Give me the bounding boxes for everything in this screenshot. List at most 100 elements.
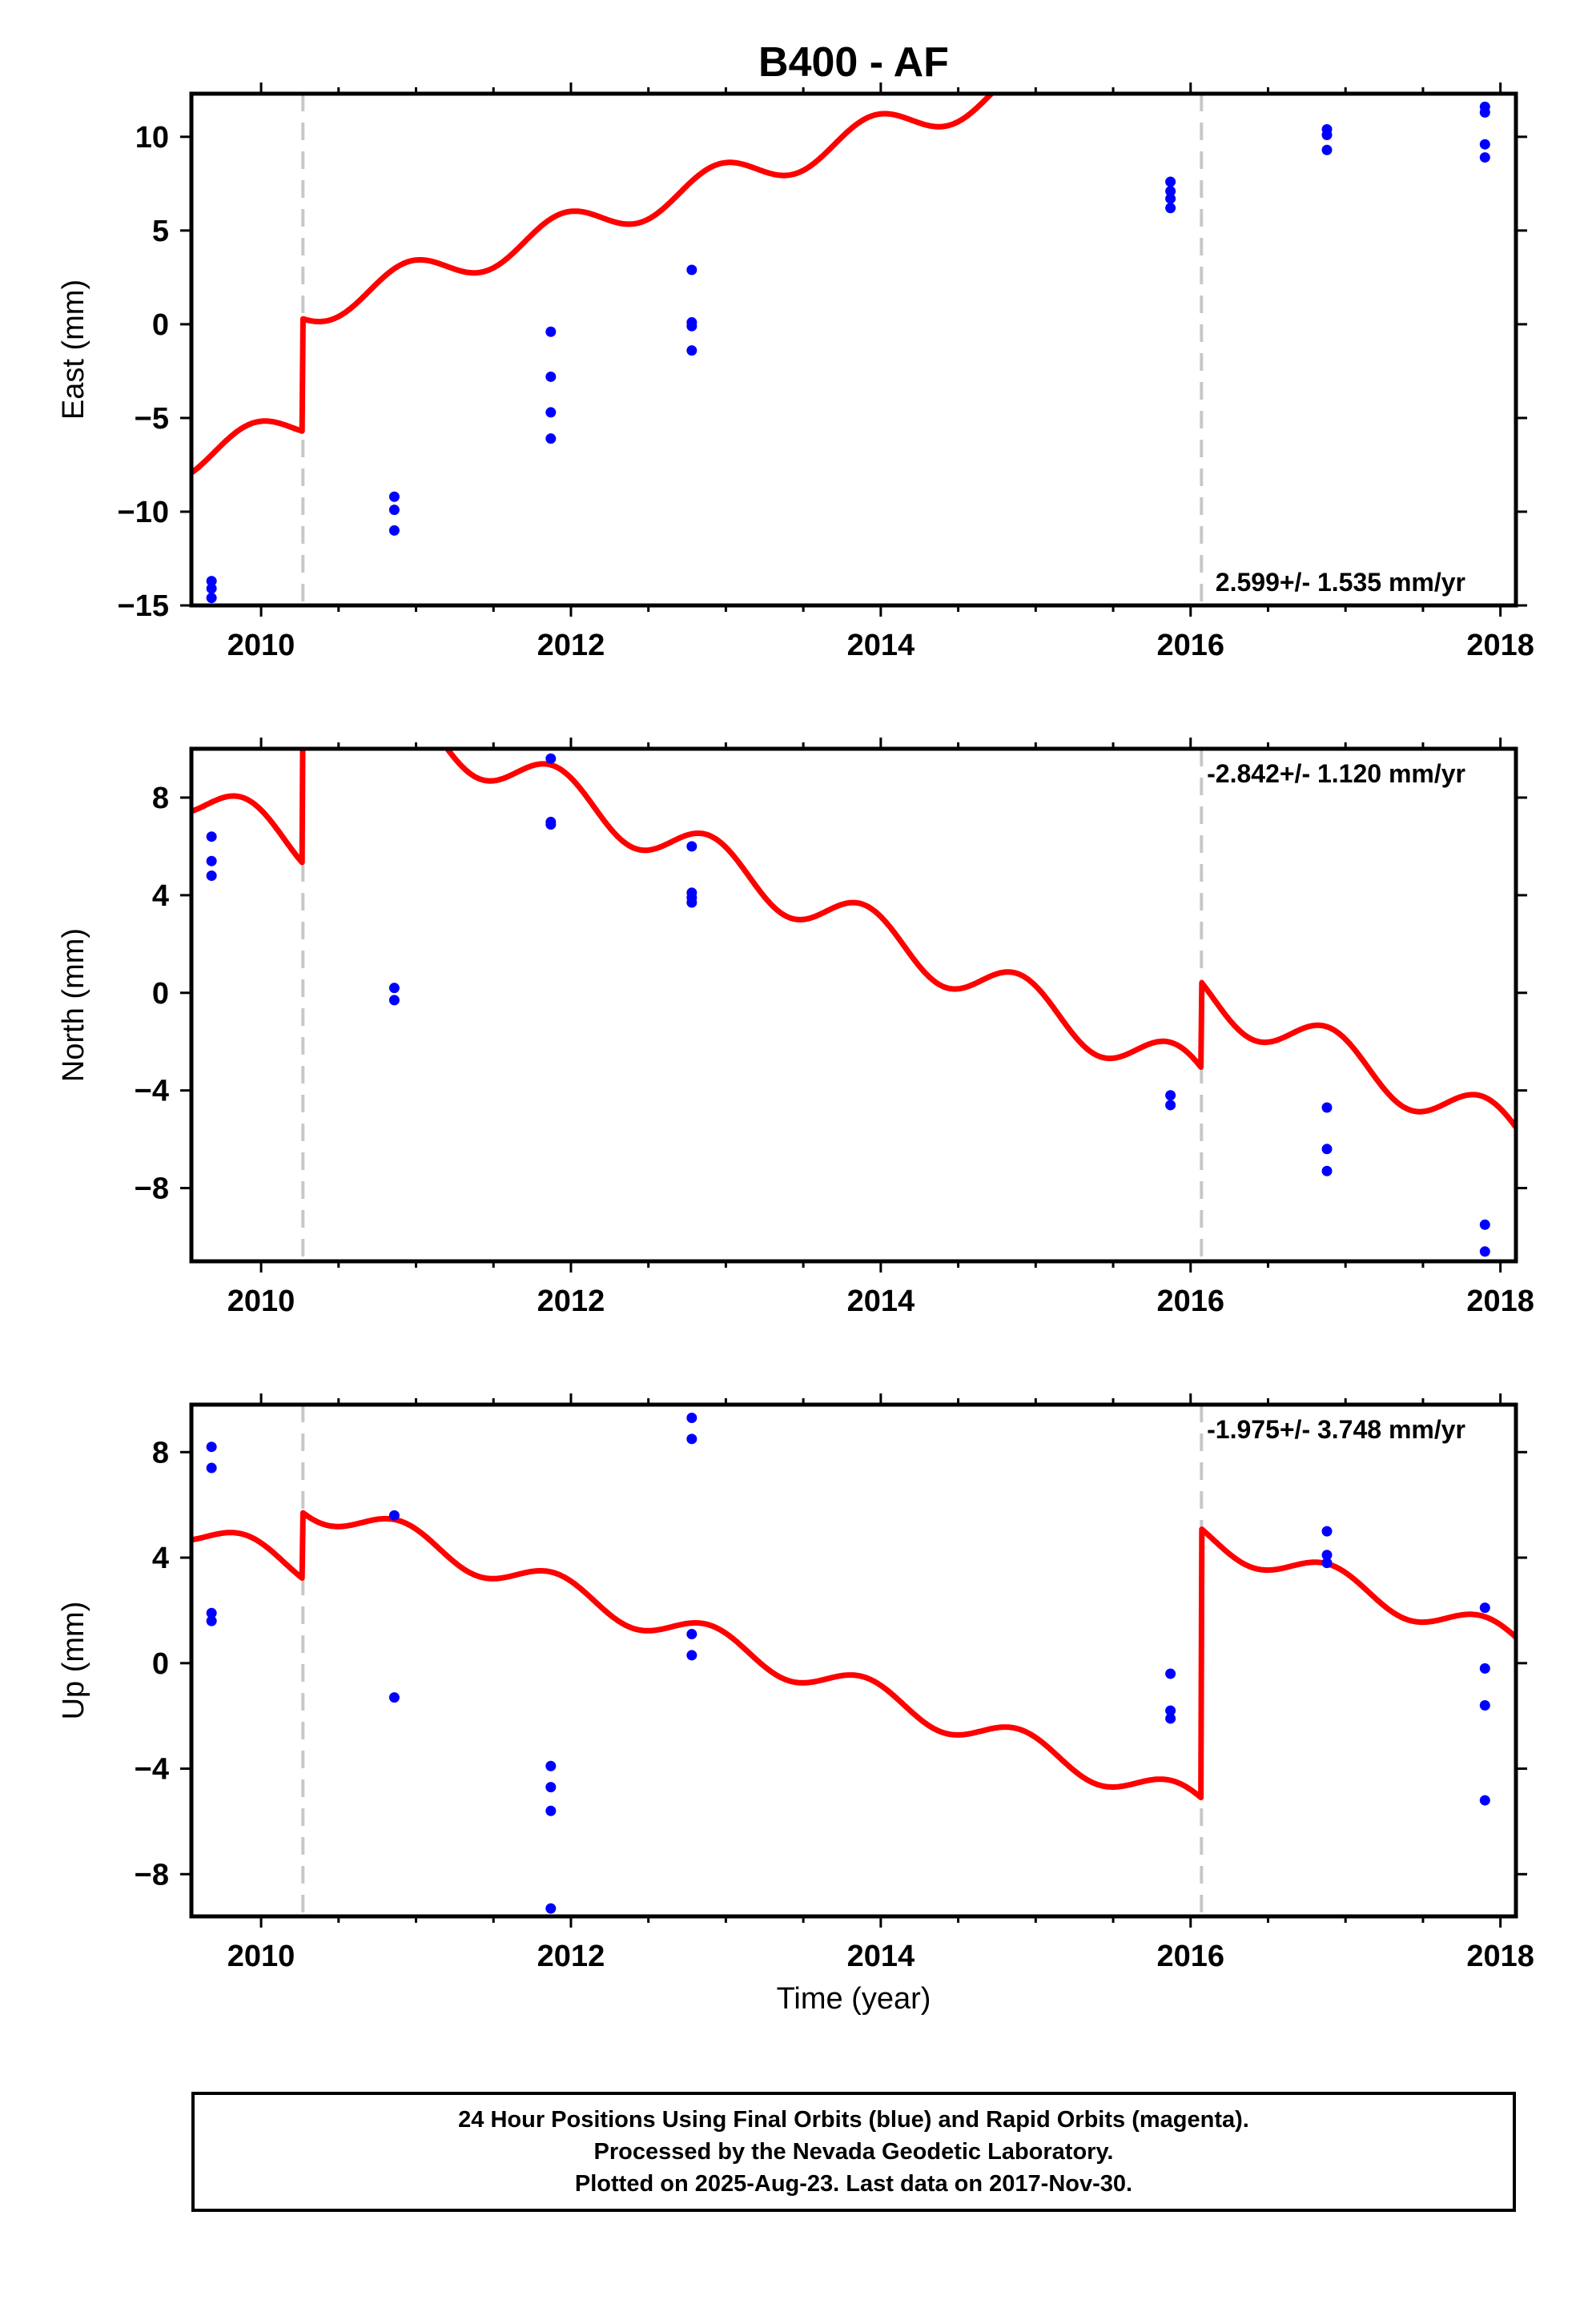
y-tick-label: −8: [135, 1172, 169, 1206]
footer-line-1: 24 Hour Positions Using Final Orbits (bl…: [458, 2107, 1249, 2133]
data-point: [1479, 1602, 1490, 1614]
data-point: [686, 1629, 698, 1640]
footer-line-3: Plotted on 2025-Aug-23. Last data on 201…: [574, 2171, 1133, 2197]
gps-timeseries-chart: B400 - AF 2010 2012 2014 2016 2018 −15 −10 −5 0 5…: [57, 39, 1534, 2016]
plot-frame: [189, 746, 1518, 1264]
y-tick-label: −5: [135, 402, 169, 436]
data-point: [388, 491, 400, 502]
data-point: [206, 1615, 217, 1626]
y-tick-label: 5: [152, 215, 169, 248]
data-point: [1321, 129, 1333, 140]
data-point: [388, 525, 400, 536]
data-point: [206, 1462, 217, 1474]
data-point: [1479, 1795, 1490, 1806]
y-axis-label: East (mm): [57, 279, 90, 420]
data-point: [686, 897, 698, 908]
data-point: [206, 1607, 217, 1618]
data-point: [1165, 1713, 1176, 1724]
data-point: [545, 433, 557, 444]
data-point: [686, 264, 698, 275]
data-point: [686, 345, 698, 356]
x-tick-label: 2016: [1156, 1940, 1224, 1973]
data-point: [686, 1433, 698, 1445]
data-point: [686, 841, 698, 852]
data-point: [206, 855, 217, 866]
data-point: [388, 505, 400, 516]
data-point: [545, 753, 557, 764]
panel-east: 2010 2012 2014 2016 2018 −15 −10 −5 0 5 10 East (mm…: [57, 82, 1534, 662]
x-tick-label: 2014: [847, 1940, 915, 1973]
plot-frame: [189, 91, 1518, 608]
x-tick-label: 2018: [1466, 1940, 1534, 1973]
rate-label: -1.975+/- 3.748 mm/yr: [1207, 1415, 1465, 1444]
data-point: [1321, 1165, 1333, 1176]
y-tick-label: 4: [152, 879, 169, 913]
y-tick-label: 10: [135, 121, 169, 155]
data-point: [686, 320, 698, 332]
data-point: [1165, 186, 1176, 197]
y-tick-label: 0: [152, 1647, 169, 1681]
y-tick-label: −8: [135, 1858, 169, 1892]
data-point: [545, 371, 557, 382]
data-point: [545, 1760, 557, 1771]
y-axis-label: North (mm): [57, 928, 90, 1082]
y-tick-label: 0: [152, 977, 169, 1011]
data-point: [545, 326, 557, 337]
data-point: [206, 576, 217, 587]
x-tick-label: 2012: [537, 629, 605, 662]
model-curve: [191, 1510, 1516, 1801]
data-point: [1479, 1663, 1490, 1674]
data-point: [1321, 1558, 1333, 1569]
x-tick-label: 2016: [1156, 1285, 1224, 1318]
data-point: [206, 1441, 217, 1453]
data-point: [1479, 107, 1490, 118]
data-point: [388, 983, 400, 994]
footer-line-2: Processed by the Nevada Geodetic Laborat…: [593, 2139, 1114, 2165]
data-point: [206, 593, 217, 604]
y-tick-label: 0: [152, 308, 169, 342]
data-point: [206, 583, 217, 594]
data-point: [1321, 1550, 1333, 1561]
rate-label: 2.599+/- 1.535 mm/yr: [1216, 568, 1465, 597]
data-point: [1479, 1219, 1490, 1230]
x-tick-label: 2010: [227, 1285, 295, 1318]
panel-north: 2010 2012 2014 2016 2018 −8 −4 0 4 8 North (mm) -2.…: [57, 738, 1534, 1318]
data-point: [1321, 1526, 1333, 1537]
x-tick-label: 2010: [227, 629, 295, 662]
model-curve: [191, 94, 995, 476]
x-tick-label: 2012: [537, 1285, 605, 1318]
panels: 2010 2012 2014 2016 2018 −15 −10 −5 0 5 10 East (mm…: [57, 82, 1534, 2016]
y-tick-label: −10: [118, 496, 169, 529]
x-tick-label: 2014: [847, 629, 915, 662]
chart-title: B400 - AF: [758, 39, 949, 86]
x-tick-label: 2016: [1156, 629, 1224, 662]
panel-up: 2010 2012 2014 2016 2018 −8 −4 0 4 8 Up (mm) -1.975…: [57, 1393, 1534, 1973]
data-point: [388, 1510, 400, 1521]
data-point: [545, 1805, 557, 1816]
y-tick-label: −4: [135, 1753, 169, 1787]
x-tick-label: 2010: [227, 1940, 295, 1973]
plot-frame: [189, 1402, 1518, 1919]
y-axis-label: Up (mm): [57, 1602, 90, 1720]
data-point: [545, 407, 557, 418]
footer-box: 24 Hour Positions Using Final Orbits (bl…: [191, 2092, 1516, 2212]
data-point: [1165, 193, 1176, 204]
data-point: [545, 818, 557, 830]
y-tick-label: 4: [152, 1542, 169, 1575]
data-point: [1165, 1100, 1176, 1111]
y-tick-label: −15: [118, 589, 169, 623]
y-tick-label: 8: [152, 1436, 169, 1470]
data-point: [1479, 1699, 1490, 1711]
x-tick-label: 2018: [1466, 1285, 1534, 1318]
model-curve: [191, 749, 1516, 1129]
y-tick-label: −4: [135, 1075, 169, 1108]
rate-label: -2.842+/- 1.120 mm/yr: [1207, 759, 1465, 788]
data-point: [545, 1782, 557, 1793]
data-point: [1321, 1102, 1333, 1113]
y-tick-label: 8: [152, 782, 169, 815]
data-point: [1479, 1246, 1490, 1257]
data-point: [388, 995, 400, 1006]
data-point: [686, 1650, 698, 1661]
x-tick-label: 2014: [847, 1285, 915, 1318]
data-point: [686, 1412, 698, 1423]
